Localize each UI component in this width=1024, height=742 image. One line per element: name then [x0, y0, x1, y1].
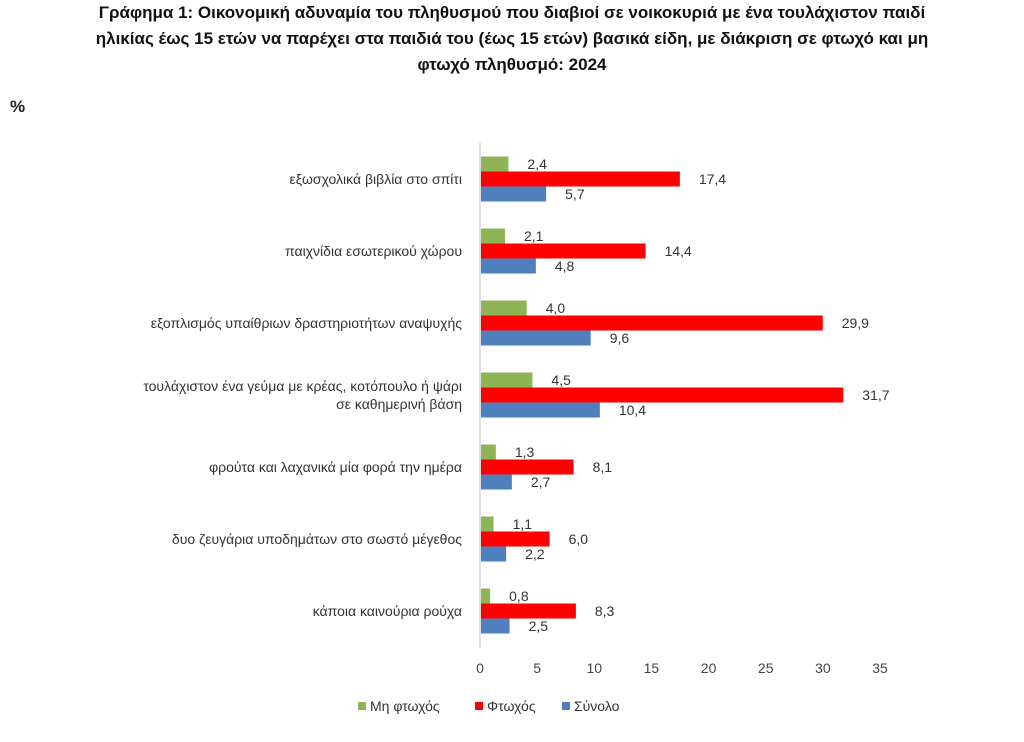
legend-swatch [475, 702, 483, 710]
category-label: κάποια καινούρια ρούχα [313, 603, 462, 619]
bar [481, 402, 600, 418]
data-label: 5,7 [565, 186, 585, 202]
bar [481, 603, 576, 619]
bar [481, 516, 494, 532]
bar [481, 330, 591, 346]
x-tick-label: 35 [872, 660, 888, 676]
bar [481, 171, 680, 187]
data-label: 8,3 [595, 603, 615, 619]
chart-title: Γράφημα 1: Οικονομική αδυναμία του πληθυ… [0, 0, 1024, 78]
x-tick-label: 0 [476, 660, 484, 676]
data-label: 31,7 [862, 387, 889, 403]
x-tick-label: 30 [815, 660, 831, 676]
bar [481, 186, 547, 202]
bar [481, 387, 844, 403]
data-label: 6,0 [569, 531, 589, 547]
category-label: εξωσχολικά βιβλία στο σπίτι [289, 171, 462, 187]
category-label: εξοπλισμός υπαίθριων δραστηριοτήτων αναψ… [151, 315, 463, 331]
x-tick-label: 20 [701, 660, 717, 676]
legend-swatch [358, 702, 366, 710]
data-label: 29,9 [842, 315, 869, 331]
legend-label: Σύνολο [574, 698, 620, 714]
category-label: δυο ζευγάρια υποδημάτων στο σωστό μέγεθο… [172, 531, 462, 547]
category-label: φρούτα και λαχανικά μία φορά την ημέρα [209, 459, 462, 475]
data-label: 9,6 [610, 330, 630, 346]
chart-title-line: ηλικίας έως 15 ετών να παρέχει στα παιδι… [95, 29, 929, 48]
data-label: 2,5 [529, 618, 549, 634]
bar [481, 156, 509, 172]
category-label: σε καθημερινή βάση [336, 396, 462, 412]
bar [481, 372, 533, 388]
x-tick-label: 25 [758, 660, 774, 676]
data-label: 8,1 [593, 459, 613, 475]
unit-label: % [10, 97, 26, 116]
x-tick-label: 10 [586, 660, 602, 676]
bar [481, 459, 574, 475]
bar [481, 243, 646, 259]
legend-label: Μη φτωχός [370, 698, 440, 714]
data-label: 2,2 [525, 546, 545, 562]
category-label: τουλάχιστον ένα γεύμα με κρέας, κοτόπουλ… [143, 378, 462, 394]
x-tick-label: 5 [533, 660, 541, 676]
bar [481, 258, 536, 274]
chart-title-line: Γράφημα 1: Οικονομική αδυναμία του πληθυ… [98, 3, 926, 22]
data-label: 2,1 [524, 228, 544, 244]
data-label: 1,1 [513, 516, 533, 532]
data-label: 2,7 [531, 474, 551, 490]
chart-title-line: φτωχό πληθυσμό: 2024 [417, 55, 607, 74]
legend-swatch [562, 702, 570, 710]
data-label: 4,5 [551, 372, 571, 388]
bar [481, 546, 507, 562]
data-label: 0,8 [509, 588, 529, 604]
x-tick-label: 15 [644, 660, 660, 676]
bar [481, 474, 512, 490]
data-label: 2,4 [527, 156, 547, 172]
data-label: 17,4 [699, 171, 726, 187]
data-label: 4,0 [546, 300, 566, 316]
bar [481, 444, 496, 460]
data-label: 14,4 [665, 243, 692, 259]
data-label: 10,4 [619, 402, 646, 418]
bar [481, 588, 491, 604]
bar [481, 228, 505, 244]
data-label: 1,3 [515, 444, 535, 460]
bar [481, 531, 550, 547]
bar [481, 618, 510, 634]
category-label: παιχνίδια εσωτερικού χώρου [285, 243, 462, 259]
data-label: 4,8 [555, 258, 575, 274]
bar [481, 300, 527, 316]
legend-label: Φτωχός [487, 698, 536, 714]
bar [481, 315, 823, 331]
